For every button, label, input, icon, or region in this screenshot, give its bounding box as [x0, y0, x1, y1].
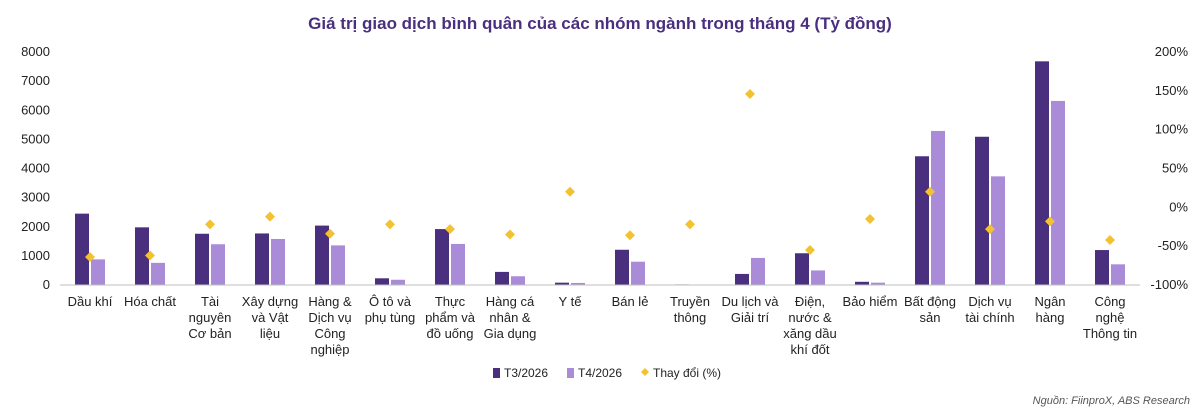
bar-t4: [331, 245, 345, 285]
source-note: Nguồn: FiinproX, ABS Research: [1032, 395, 1190, 407]
x-category-label: Dầu khí: [68, 294, 113, 309]
bar-t4: [91, 259, 105, 285]
bar-t4: [211, 244, 225, 285]
change-marker: [625, 230, 635, 241]
y-left-tick-label: 0: [43, 277, 50, 292]
x-category-label: Bảo hiểm: [843, 294, 898, 309]
bar-t4: [751, 257, 765, 285]
bar-t3: [735, 273, 749, 285]
y-left-tick-label: 6000: [21, 102, 50, 117]
y-right-tick-label: 150%: [1155, 83, 1189, 98]
change-marker: [265, 211, 275, 222]
bar-t3: [615, 249, 629, 285]
bar-t3: [435, 229, 449, 285]
change-marker: [505, 229, 515, 240]
y-right-tick-label: 100%: [1155, 122, 1189, 137]
change-marker: [145, 250, 155, 261]
bar-t3: [975, 136, 989, 285]
x-category-label: Hàng & Dịch vụ Công nghiệp: [308, 294, 352, 357]
bar-t3: [375, 278, 389, 285]
bar-t4: [391, 279, 405, 285]
bar-t4: [271, 238, 285, 285]
y-right-tick-label: -50%: [1158, 238, 1189, 253]
x-category-label: Điện, nước & xăng dầu khí đốt: [783, 294, 837, 357]
x-category-label: Hóa chất: [124, 294, 176, 309]
bar-t3: [855, 281, 869, 285]
y-right-tick-label: 0%: [1169, 199, 1188, 214]
change-marker: [925, 186, 935, 197]
change-marker: [385, 219, 395, 230]
x-category-label: Hàng cá nhân & Gia dụng: [484, 294, 537, 341]
x-category-label: Du lịch và Giải trí: [721, 294, 779, 325]
change-marker: [325, 228, 335, 239]
x-category-label: Xây dựng và Vật liệu: [242, 294, 298, 341]
bar-t4: [511, 276, 525, 285]
bar-t4: [991, 176, 1005, 285]
y-left-tick-label: 1000: [21, 248, 50, 263]
legend-swatch: [493, 368, 500, 378]
bar-t4: [1051, 100, 1065, 286]
bar-t3: [1035, 61, 1049, 285]
change-marker: [1105, 234, 1115, 245]
bar-t3: [75, 213, 89, 285]
x-category-label: Bất động sản: [904, 294, 956, 325]
x-category-label: Ô tô và phụ tùng: [365, 294, 416, 325]
x-category-label: Tài nguyên Cơ bản: [188, 294, 231, 341]
change-marker: [805, 245, 815, 256]
change-marker: [565, 186, 575, 197]
y-right-tick-label: 200%: [1155, 44, 1189, 59]
bar-t4: [871, 282, 885, 285]
change-marker: [445, 224, 455, 235]
bar-t4: [631, 261, 645, 285]
bar-t3: [315, 225, 329, 285]
y-left-tick-label: 3000: [21, 190, 50, 205]
y-left-tick-label: 7000: [21, 73, 50, 88]
chart-title: Giá trị giao dịch bình quân của các nhóm…: [308, 14, 892, 33]
y-right-tick-label: -100%: [1150, 277, 1188, 292]
y-left-tick-label: 5000: [21, 131, 50, 146]
change-marker: [205, 219, 215, 230]
bar-t4: [571, 282, 585, 285]
legend-swatch: [567, 368, 574, 378]
bar-t4: [811, 270, 825, 285]
y-right-tick-label: 50%: [1162, 161, 1188, 176]
x-category-label: Công nghệ Thông tin: [1083, 294, 1137, 341]
legend-label: T3/2026: [504, 366, 548, 380]
change-marker: [745, 88, 755, 99]
y-left-tick-label: 4000: [21, 161, 50, 176]
x-category-label: Thực phẩm và đồ uống: [425, 294, 476, 341]
legend-label: T4/2026: [578, 366, 622, 380]
bar-t4: [451, 243, 465, 285]
change-marker: [985, 224, 995, 235]
bar-t3: [915, 156, 929, 285]
x-category-label: Y tế: [559, 294, 583, 309]
bar-t4: [931, 130, 945, 285]
bar-t3: [495, 271, 509, 285]
y-left-tick-label: 8000: [21, 44, 50, 59]
x-category-label: Ngân hàng: [1034, 294, 1065, 325]
bar-t3: [135, 227, 149, 285]
x-category-label: Truyền thông: [670, 294, 710, 325]
change-marker: [865, 213, 875, 224]
bar-t3: [255, 233, 269, 285]
bar-t4: [151, 262, 165, 285]
x-category-label: Bán lẻ: [612, 294, 649, 309]
legend-label: Thay đổi (%): [653, 366, 721, 380]
change-marker: [1045, 216, 1055, 227]
y-left-tick-label: 2000: [21, 219, 50, 234]
change-marker: [685, 219, 695, 230]
bar-t3: [195, 233, 209, 285]
change-marker: [85, 252, 95, 263]
x-category-label: Dịch vụ tài chính: [965, 294, 1014, 325]
bar-t3: [555, 282, 569, 285]
bar-t3: [1095, 250, 1109, 285]
bar-t4: [1111, 264, 1125, 285]
legend-swatch: [641, 368, 649, 376]
bar-t3: [795, 253, 809, 285]
